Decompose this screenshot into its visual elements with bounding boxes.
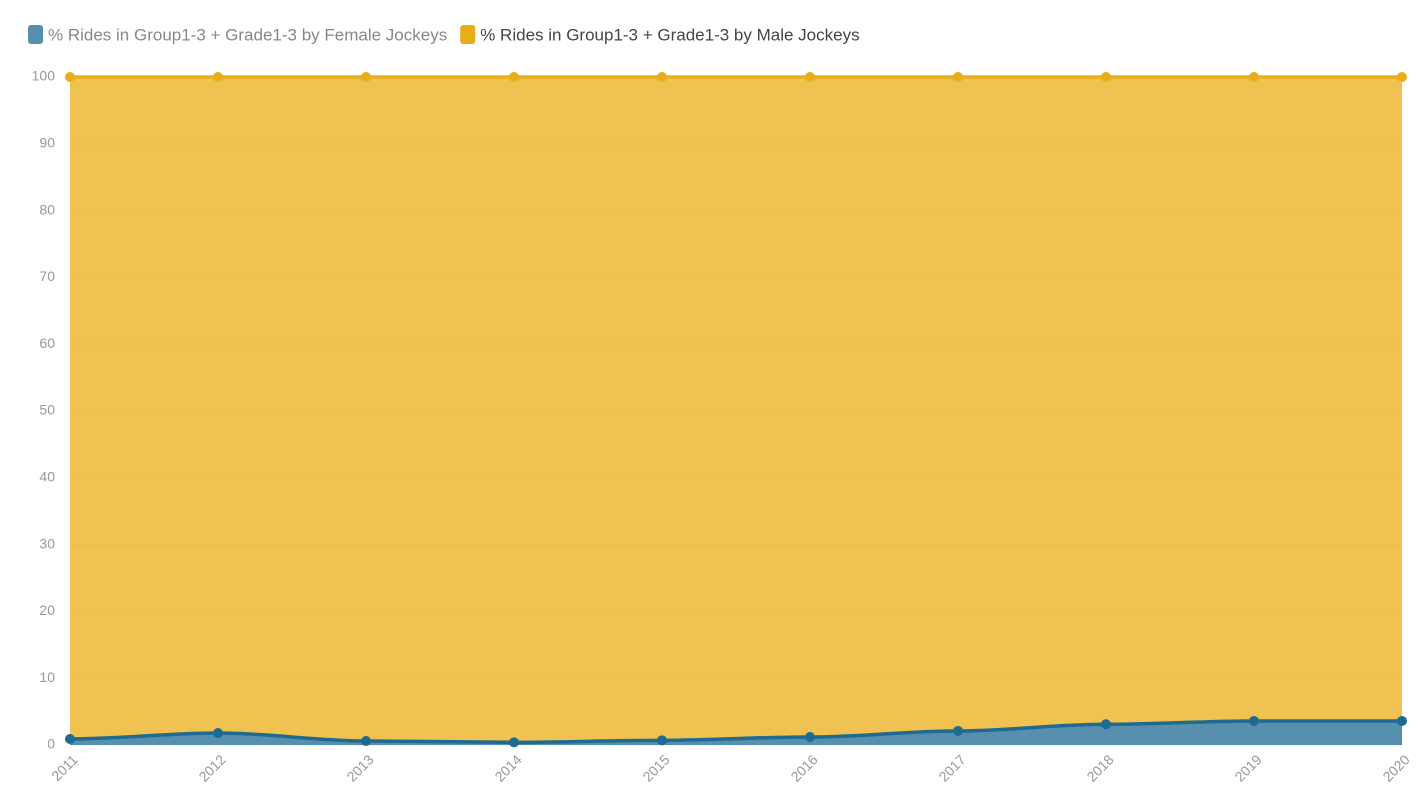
data-point — [1249, 715, 1259, 726]
x-tick-label: 2020 — [1379, 751, 1412, 784]
area-fill — [70, 77, 1402, 743]
x-tick-label: 2019 — [1231, 751, 1264, 784]
data-point — [509, 72, 519, 82]
x-tick-label: 2011 — [48, 751, 81, 784]
y-tick-label: 0 — [47, 736, 55, 752]
y-tick-label: 100 — [32, 68, 56, 84]
data-point — [213, 727, 223, 738]
legend-swatch — [28, 25, 43, 44]
data-point — [213, 72, 223, 82]
x-tick-label: 2014 — [491, 751, 524, 784]
data-point — [953, 72, 963, 82]
y-tick-label: 30 — [39, 535, 55, 551]
legend-swatch — [460, 25, 476, 44]
data-point — [1249, 72, 1259, 82]
x-tick-label: 2016 — [787, 751, 820, 784]
data-point — [65, 733, 75, 744]
data-point — [953, 725, 963, 736]
y-tick-label: 80 — [39, 201, 55, 217]
data-point — [1397, 72, 1407, 82]
area-line — [69, 719, 1402, 745]
legend-item[interactable]: % Rides in Group1-3 + Grade1-3 by Male J… — [460, 25, 860, 44]
data-point — [657, 72, 667, 82]
y-tick-label: 40 — [39, 469, 55, 485]
legend-item[interactable]: % Rides in Group1-3 + Grade1-3 by Female… — [28, 25, 447, 44]
x-tick-label: 2012 — [195, 751, 228, 784]
data-point — [361, 735, 371, 746]
y-tick-label: 90 — [39, 135, 55, 151]
legend-label: % Rides in Group1-3 + Grade1-3 by Male J… — [480, 25, 859, 44]
x-tick-label: 2018 — [1083, 751, 1116, 784]
data-point — [65, 72, 75, 82]
x-tick-label: 2015 — [639, 751, 672, 784]
data-point — [1397, 715, 1407, 726]
y-tick-label: 50 — [39, 402, 55, 418]
data-point — [509, 737, 519, 748]
data-point — [805, 731, 815, 742]
x-tick-label: 2013 — [343, 751, 376, 784]
y-tick-label: 70 — [39, 268, 55, 284]
x-tick-label: 2017 — [935, 751, 968, 784]
y-tick-label: 20 — [39, 602, 55, 618]
data-point — [361, 72, 371, 82]
legend-label: % Rides in Group1-3 + Grade1-3 by Female… — [48, 25, 447, 44]
data-point — [657, 735, 667, 746]
data-point — [805, 72, 815, 82]
data-point — [1101, 719, 1111, 730]
data-point — [1101, 72, 1111, 82]
y-tick-label: 60 — [39, 335, 55, 351]
y-tick-label: 10 — [39, 669, 55, 685]
